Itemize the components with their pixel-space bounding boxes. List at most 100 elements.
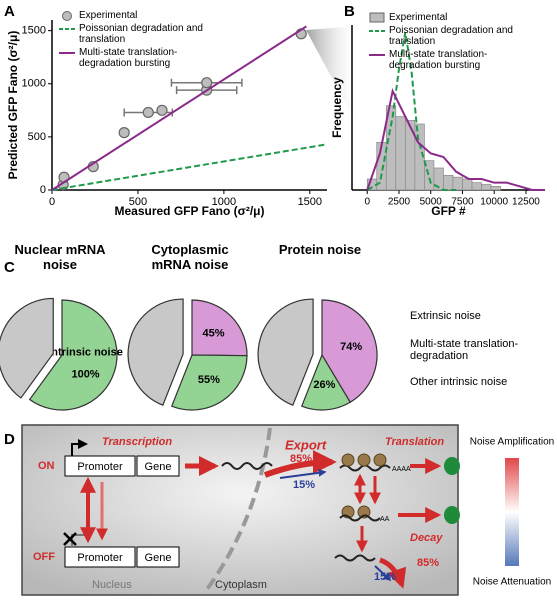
line [51, 25, 307, 191]
block-x [63, 532, 77, 546]
x-tick-label: 7500 [451, 197, 474, 208]
panel-d-diagram: ON Promoter Gene OFF Promoter Gene Trans… [21, 424, 554, 596]
legend: Experimental Poissonian degradation and t… [368, 12, 528, 73]
panel-letter: D [4, 431, 15, 448]
point [201, 77, 213, 89]
y-tick-label: 1500 [22, 25, 46, 37]
translation-label: Translation [385, 436, 444, 448]
mrna [221, 462, 273, 470]
nuclear-membrane [203, 427, 272, 594]
legend-marker [59, 52, 75, 54]
pie-slice [300, 353, 351, 411]
scale-top: Noise Amplification [470, 437, 554, 448]
decay-high: 85% [417, 557, 439, 569]
cytoplasm-label: Cytoplasm [215, 579, 267, 591]
bar [395, 116, 406, 191]
decay-label: Decay [410, 532, 443, 544]
legend-label: Multi-state translation-degradation burs… [79, 47, 178, 69]
legend-label: Poissonian degradation and translation [389, 25, 513, 47]
nucleus-label: Nucleus [92, 579, 132, 591]
pie-slice [191, 299, 248, 357]
pie-slice [0, 297, 54, 399]
legend-label: Experimental [389, 12, 448, 23]
bar [481, 184, 492, 191]
pie-slice [257, 298, 314, 406]
slice-value: 26% [313, 379, 335, 391]
legend-symbol [369, 12, 385, 23]
export-low: 15% [293, 479, 315, 491]
arrow [374, 565, 392, 582]
x-tick-label: 2500 [388, 197, 411, 208]
legend-label: Other intrinsic noise [410, 376, 508, 388]
promoter-label: Promoter [77, 461, 123, 473]
gene-box [136, 455, 180, 477]
x-axis-label: GFP # [431, 204, 466, 218]
legend-symbol [62, 11, 72, 21]
zoom-funnel [306, 26, 360, 130]
promoter-label: Promoter [77, 552, 123, 564]
legend-item: Other intrinsic noise [410, 376, 535, 388]
point [142, 106, 154, 119]
x-tick-label: 1500 [298, 196, 322, 208]
pie-slice [28, 299, 118, 411]
x-tick-label: 0 [49, 196, 55, 208]
pie-slice [127, 298, 184, 406]
legend-marker [59, 28, 75, 30]
arrow [379, 557, 407, 589]
pie-slice [321, 299, 378, 404]
slice-value: 55% [198, 374, 220, 386]
slice-value: 74% [340, 341, 362, 353]
mrna [334, 554, 376, 562]
line [366, 87, 545, 191]
legend-item: Poissonian degradation and translation [58, 23, 213, 46]
bar [452, 176, 463, 191]
bar [443, 174, 454, 191]
legend-item: Experimental [58, 10, 213, 22]
legend-item: Extrinsic noise [410, 310, 535, 322]
x-tick-label: 500 [129, 196, 147, 208]
point [118, 127, 130, 139]
x-tick-label: 10000 [480, 197, 508, 208]
bar [471, 182, 482, 191]
panel-letter: C [4, 259, 15, 276]
x-tick-label: 1000 [212, 196, 236, 208]
line [51, 143, 328, 191]
off-label: OFF [33, 551, 55, 563]
x-tick-label: 0 [364, 197, 370, 208]
pie-slice [170, 354, 248, 411]
legend-label: Multi-state translation-degradation burs… [389, 49, 488, 71]
y-tick-label: 500 [28, 131, 46, 143]
x-tick-label: 12500 [512, 197, 540, 208]
line [366, 32, 457, 191]
bar [414, 123, 425, 191]
bar [462, 178, 473, 191]
export-label: Export [285, 437, 327, 452]
slice-value: 100% [71, 369, 99, 381]
proteins [444, 457, 460, 524]
y-axis-label: Frequency [330, 77, 344, 138]
tss-arrow [71, 439, 88, 456]
poly-a: AA [380, 516, 390, 523]
gene-label: Gene [145, 461, 172, 473]
legend-item: Multi-state translation-degradation [410, 338, 535, 362]
poly-a: AAAA [392, 466, 411, 473]
gene-box [136, 546, 180, 568]
arrow [279, 468, 327, 479]
decay-low: 15% [374, 571, 396, 583]
arrow [263, 450, 337, 478]
pie-title: Protein noise [278, 242, 362, 257]
slice-text: Intrinsic noise [48, 347, 123, 359]
legend-item: Experimental [368, 12, 528, 24]
y-tick-label: 0 [40, 184, 46, 196]
promoter-box [64, 546, 136, 568]
panel-letter: A [4, 3, 15, 20]
pie-title: Nuclear mRNA noise [14, 242, 106, 272]
legend-label: Multi-state translation-degradation [410, 338, 519, 362]
legend-item: Multi-state translation-degradation burs… [58, 47, 213, 70]
y-tick-label: 1000 [22, 78, 46, 90]
scale-bottom: Noise Attenuation [473, 577, 551, 588]
bar [490, 185, 501, 191]
legend-marker [369, 30, 385, 32]
